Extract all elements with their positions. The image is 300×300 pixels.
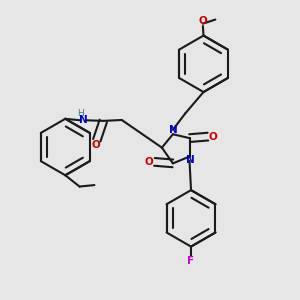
Text: F: F: [188, 256, 195, 266]
Text: O: O: [209, 132, 218, 142]
Text: N: N: [186, 155, 194, 165]
Text: N: N: [169, 125, 178, 135]
Text: O: O: [199, 16, 207, 26]
Text: N: N: [79, 115, 88, 125]
Text: O: O: [92, 140, 100, 150]
Text: O: O: [145, 157, 154, 167]
Text: H: H: [77, 109, 83, 118]
